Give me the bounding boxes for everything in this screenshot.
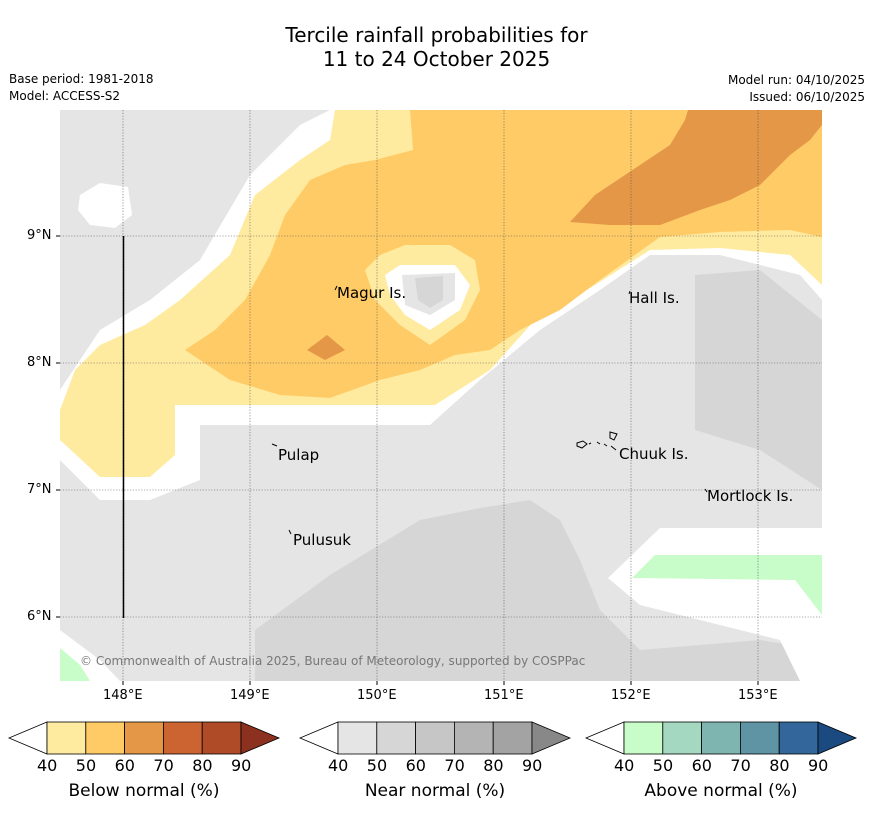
y-tick-label: 8°N	[27, 355, 52, 370]
colorbar-tick-label: 90	[231, 756, 252, 775]
copyright-notice: © Commonwealth of Australia 2025, Bureau…	[80, 654, 586, 668]
issued-date: Issued: 06/10/2025	[749, 90, 865, 104]
magur-island-marker	[334, 285, 338, 291]
map-title-line2: 11 to 24 October 2025	[322, 47, 551, 71]
colorbar-tick-label: 70	[730, 756, 751, 775]
colorbar-tick-label: 70	[153, 756, 174, 775]
place-label-mortlock: Mortlock Is.	[707, 487, 794, 505]
colorbar-tick-label: 50	[652, 756, 674, 775]
base-period: Base period: 1981-2018	[9, 72, 154, 86]
place-label-pulap: Pulap	[278, 446, 320, 464]
colorbar-tick-label: 80	[483, 756, 504, 775]
above-normal-40-region-southwest	[60, 648, 90, 681]
below-normal-60-region-northeast	[570, 110, 822, 225]
colorbar-tick-label: 40	[328, 756, 349, 775]
place-label-pulusuk: Pulusuk	[293, 531, 351, 549]
x-tick-label: 151°E	[484, 688, 524, 703]
colorbar-label-above: Above normal (%)	[644, 781, 798, 801]
colorbar-tick-label: 50	[75, 756, 97, 775]
near-normal-50-region-south	[255, 500, 822, 681]
colorbar-tick-label: 90	[808, 756, 829, 775]
colorbar-tick-label: 70	[444, 756, 465, 775]
model-run-date: Model run: 04/10/2025	[727, 73, 865, 87]
colorbar-tick-label: 60	[691, 756, 712, 775]
colorbar-tick-label: 80	[192, 756, 213, 775]
below-normal-60-region-small	[307, 335, 345, 360]
place-label-magur: Magur Is.	[337, 284, 407, 302]
place-label-hall: Hall Is.	[629, 289, 680, 307]
near-normal-50-region-east	[695, 270, 822, 490]
colorbar-tick-label: 40	[614, 756, 635, 775]
colorbar-tick-label: 80	[769, 756, 790, 775]
place-label-chuuk: Chuuk Is.	[619, 445, 689, 463]
colorbar-tick-label: 40	[37, 756, 58, 775]
mortlock-island-marker	[704, 488, 708, 493]
chuuk-island-marker	[576, 431, 618, 451]
pulusuk-island-marker	[288, 529, 292, 535]
colorbar-tick-label: 60	[405, 756, 426, 775]
pulap-island-marker	[271, 443, 278, 447]
equal-chances-blob	[78, 183, 132, 228]
x-tick-label: 153°E	[738, 688, 778, 703]
y-tick-label: 9°N	[27, 228, 52, 243]
x-tick-label: 148°E	[103, 688, 143, 703]
y-tick-label: 6°N	[27, 609, 52, 624]
x-tick-label: 152°E	[611, 688, 651, 703]
above-normal-40-region-east	[632, 555, 822, 615]
map-title-line1: Tercile rainfall probabilities for	[285, 23, 588, 47]
colorbar-tick-label: 90	[522, 756, 543, 775]
colorbar-label-near: Near normal (%)	[364, 781, 506, 801]
hall-island-marker	[628, 290, 631, 295]
colorbar-label-below: Below normal (%)	[68, 781, 220, 801]
colorbar-tick-label: 60	[114, 756, 135, 775]
x-tick-label: 149°E	[230, 688, 270, 703]
near-normal-50-pocket	[415, 276, 443, 308]
x-tick-label: 150°E	[357, 688, 397, 703]
model-name: Model: ACCESS-S2	[9, 89, 121, 103]
colorbar-tick-label: 50	[366, 756, 388, 775]
y-tick-label: 7°N	[27, 482, 52, 497]
